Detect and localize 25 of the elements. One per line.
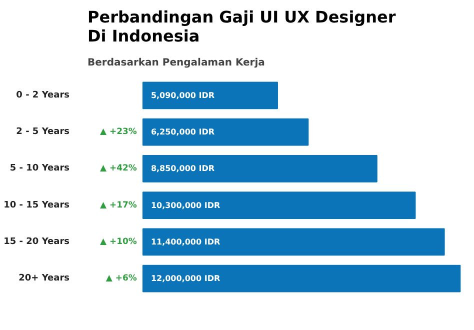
y-tick-label: 10 - 15 Years bbox=[4, 200, 70, 210]
bar bbox=[142, 155, 378, 182]
bar bbox=[142, 118, 309, 146]
y-tick-label: 2 - 5 Years bbox=[16, 127, 70, 138]
chart-title: Perbandingan Gaji UI UX Designer Di Indonesia bbox=[88, 8, 396, 46]
y-tick-label: 15 - 20 Years bbox=[4, 236, 70, 247]
text: ▲ +6% bbox=[106, 274, 138, 284]
y-tick-label: 0 - 2 Years bbox=[16, 90, 70, 100]
data-label: 5,090,000 IDR bbox=[150, 90, 215, 100]
y-tick-label: 20+ Years bbox=[18, 274, 70, 284]
text: ▲ +23% bbox=[100, 127, 138, 138]
data-label: 8,850,000 IDR bbox=[150, 164, 215, 174]
bar bbox=[142, 82, 278, 110]
data-label: 6,250,000 IDR bbox=[150, 128, 215, 137]
bar bbox=[142, 264, 461, 292]
bar bbox=[142, 228, 445, 256]
y-tick-label: 5 - 10 Years bbox=[10, 164, 70, 174]
chart-subtitle: Berdasarkan Pengalaman Kerja bbox=[88, 58, 265, 68]
data-label: 12,000,000 IDR bbox=[150, 274, 220, 284]
text: ▲ +10% bbox=[100, 236, 138, 247]
text: ▲ +42% bbox=[100, 164, 138, 174]
data-label: 10,300,000 IDR bbox=[150, 200, 220, 210]
text: ▲ +17% bbox=[100, 200, 138, 210]
bar bbox=[142, 192, 416, 219]
data-label: 11,400,000 IDR bbox=[150, 237, 220, 246]
